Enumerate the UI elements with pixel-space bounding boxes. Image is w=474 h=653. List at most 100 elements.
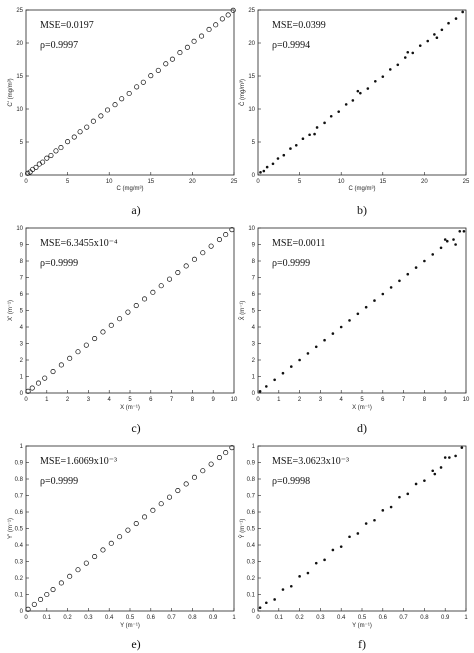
data-point xyxy=(381,292,385,296)
data-point xyxy=(223,232,229,238)
y-tick-label: 0.2 xyxy=(247,576,256,582)
data-point xyxy=(411,51,415,55)
data-point xyxy=(77,129,83,135)
rho-annotation: ρ=0.9997 xyxy=(40,40,78,51)
data-point xyxy=(48,152,54,159)
y-tick-label: 15 xyxy=(248,74,255,80)
data-point xyxy=(108,322,114,328)
x-tick-label: 3 xyxy=(319,397,323,403)
x-tick-label: 0 xyxy=(256,615,260,621)
mse-annotation: MSE=6.3455x10⁻⁴ xyxy=(40,238,118,249)
data-point xyxy=(289,147,292,150)
x-tick-label: 10 xyxy=(231,397,238,403)
x-tick-label: 0.1 xyxy=(43,615,52,621)
x-tick-label: 15 xyxy=(379,179,386,185)
x-tick-label: 6 xyxy=(149,397,153,403)
data-point xyxy=(142,514,148,520)
data-point xyxy=(265,385,268,388)
y-tick-label: 0.1 xyxy=(247,593,256,599)
data-point xyxy=(150,507,156,513)
x-tick-label: 0.6 xyxy=(147,615,156,621)
data-point xyxy=(462,230,466,233)
data-point xyxy=(276,157,280,160)
data-point xyxy=(166,276,173,282)
y-tick-label: 0.4 xyxy=(15,543,24,549)
data-point xyxy=(223,450,229,456)
mse-annotation: MSE=3.0623x10⁻³ xyxy=(272,456,349,467)
y-axis-label: X' (m⁻¹) xyxy=(8,300,14,321)
x-tick-label: 0.4 xyxy=(105,615,114,621)
x-tick-label: 7 xyxy=(402,397,406,403)
data-point xyxy=(175,487,181,494)
y-tick-label: 3 xyxy=(20,342,24,348)
data-point xyxy=(454,454,457,458)
y-tick-label: 9 xyxy=(20,243,24,249)
data-point xyxy=(119,96,125,102)
y-tick-label: 0 xyxy=(252,173,256,179)
data-point xyxy=(67,355,73,361)
data-point xyxy=(58,362,64,368)
data-point xyxy=(158,501,164,507)
data-point xyxy=(339,325,343,329)
x-tick-label: 0.6 xyxy=(379,615,388,621)
data-point xyxy=(454,243,457,246)
y-tick-label: 4 xyxy=(252,325,256,331)
y-tick-label: 5 xyxy=(252,140,256,146)
data-point xyxy=(158,283,164,289)
data-point xyxy=(426,39,430,43)
y-tick-label: 8 xyxy=(20,259,24,265)
y-tick-label: 10 xyxy=(248,226,255,232)
data-point xyxy=(75,567,81,573)
data-point xyxy=(414,266,418,269)
x-tick-label: 25 xyxy=(231,179,238,185)
data-point xyxy=(265,165,269,169)
data-point xyxy=(339,545,343,548)
x-tick-label: 5 xyxy=(128,397,132,403)
data-point xyxy=(440,28,444,32)
x-tick-label: 15 xyxy=(147,179,154,185)
panel-caption: f) xyxy=(358,637,366,651)
data-point xyxy=(331,548,335,552)
x-tick-label: 0 xyxy=(24,179,28,185)
panel-caption: c) xyxy=(131,421,140,435)
data-point xyxy=(306,571,310,575)
data-point xyxy=(84,124,90,130)
plot-frame xyxy=(257,227,467,394)
data-point xyxy=(445,239,449,243)
data-point xyxy=(439,466,443,469)
data-point xyxy=(53,148,59,154)
data-point xyxy=(301,137,305,140)
data-point xyxy=(191,38,197,44)
x-tick-label: 10 xyxy=(338,179,345,185)
data-point xyxy=(323,558,326,562)
x-tick-label: 3 xyxy=(87,397,91,403)
x-tick-label: 0 xyxy=(256,179,260,185)
data-point xyxy=(58,580,64,586)
y-tick-label: 20 xyxy=(248,41,255,47)
x-tick-label: 0.9 xyxy=(441,615,450,621)
y-tick-label: 10 xyxy=(248,107,255,113)
data-point xyxy=(117,534,123,540)
data-point xyxy=(229,227,235,233)
data-point xyxy=(169,56,175,62)
data-point xyxy=(92,335,98,342)
x-tick-label: 0.5 xyxy=(126,615,135,621)
data-point xyxy=(200,468,206,474)
x-tick-label: 4 xyxy=(340,397,344,403)
data-point xyxy=(33,164,39,170)
data-point xyxy=(142,296,148,302)
data-point xyxy=(443,238,447,241)
x-tick-label: 0.8 xyxy=(188,615,197,621)
data-point xyxy=(191,474,198,480)
data-point xyxy=(25,388,31,394)
x-tick-label: 5 xyxy=(66,179,70,185)
data-point xyxy=(281,588,285,591)
y-tick-label: 3 xyxy=(252,342,256,348)
y-axis-label: Ĉ (mg/m³) xyxy=(239,79,246,106)
plot-frame xyxy=(25,227,235,394)
data-point xyxy=(356,89,360,93)
data-point xyxy=(381,509,385,512)
y-tick-label: 0.6 xyxy=(15,510,24,516)
data-point xyxy=(433,472,437,476)
data-point xyxy=(439,246,443,250)
